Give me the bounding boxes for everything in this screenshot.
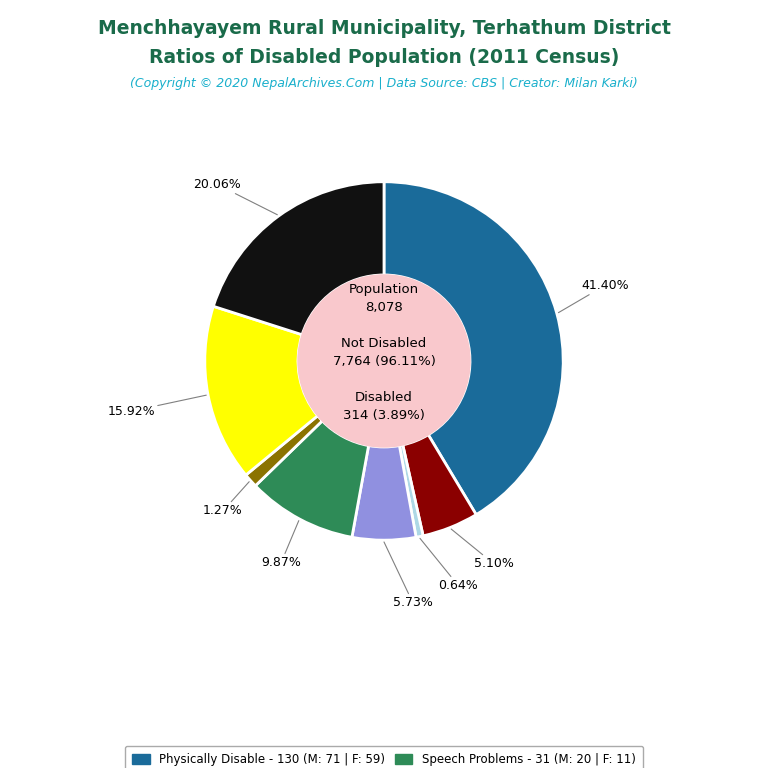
Wedge shape [205,306,318,475]
Text: 0.64%: 0.64% [420,538,478,592]
Text: 15.92%: 15.92% [108,396,207,418]
Text: 5.73%: 5.73% [384,542,433,609]
Wedge shape [384,182,563,515]
Text: 1.27%: 1.27% [203,482,249,518]
Text: Ratios of Disabled Population (2011 Census): Ratios of Disabled Population (2011 Cens… [149,48,619,67]
Text: 41.40%: 41.40% [558,279,629,313]
Text: 9.87%: 9.87% [261,521,301,569]
Text: Menchhayayem Rural Municipality, Terhathum District: Menchhayayem Rural Municipality, Terhath… [98,19,670,38]
Legend: Physically Disable - 130 (M: 71 | F: 59), Blind Only - 63 (M: 27 | F: 36), Deaf : Physically Disable - 130 (M: 71 | F: 59)… [125,746,643,768]
Text: 20.06%: 20.06% [193,178,277,215]
Text: Population
8,078

Not Disabled
7,764 (96.11%)

Disabled
314 (3.89%): Population 8,078 Not Disabled 7,764 (96.… [333,283,435,422]
Text: (Copyright © 2020 NepalArchives.Com | Data Source: CBS | Creator: Milan Karki): (Copyright © 2020 NepalArchives.Com | Da… [130,77,638,90]
Wedge shape [399,445,423,538]
Wedge shape [352,445,416,540]
Wedge shape [256,421,369,538]
Wedge shape [214,182,384,335]
Text: 5.10%: 5.10% [451,529,514,571]
Circle shape [298,275,470,447]
Wedge shape [402,435,476,536]
Wedge shape [246,415,323,485]
